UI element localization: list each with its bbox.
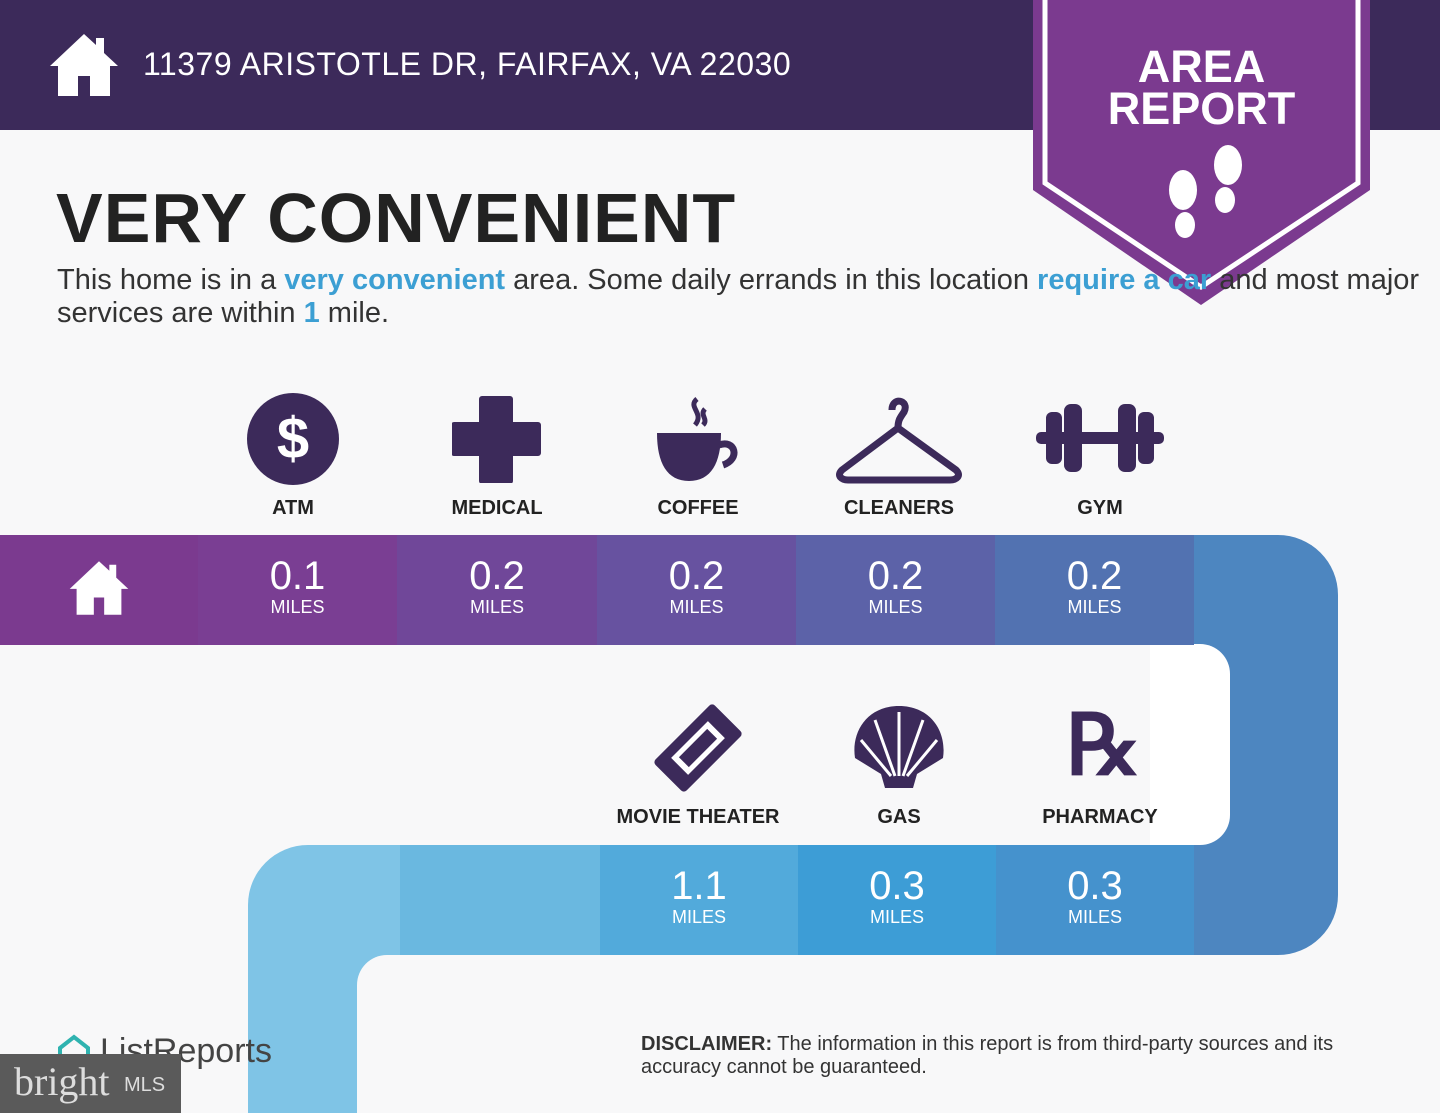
badge-line2: REPORT <box>1107 83 1296 134</box>
mls-text: MLS <box>124 1074 166 1096</box>
label-pharmacy: PHARMACY <box>1042 806 1158 828</box>
page-title: VERY CONVENIENT <box>56 179 737 257</box>
distance-unit: MILES <box>1067 907 1123 927</box>
distance-cell-atm: 0.1 MILES <box>198 535 397 645</box>
distance-unit: MILES <box>868 597 923 617</box>
medical-cross-icon <box>452 396 541 483</box>
distance-value: 1.1 <box>671 864 727 908</box>
desc-text: area. Some daily errands in this locatio… <box>505 264 1038 296</box>
desc-highlight: very convenient <box>284 264 506 296</box>
distance-value: 0.2 <box>469 554 525 598</box>
disclaimer-label: DISCLAIMER: <box>641 1033 773 1055</box>
distance-cell-pharmacy: 0.3 MILES <box>996 845 1194 955</box>
home-icon <box>50 34 118 96</box>
shell-icon <box>854 706 944 788</box>
hanger-icon <box>836 397 962 484</box>
distance-unit: MILES <box>270 597 325 617</box>
coffee-icon <box>657 397 738 481</box>
distance-cell-movie-theater: 1.1 MILES <box>600 845 798 955</box>
svg-text:$: $ <box>277 406 309 471</box>
dumbbell-icon <box>1036 404 1164 472</box>
label-movie-theater: MOVIE THEATER <box>616 806 780 828</box>
distance-value: 0.2 <box>867 554 924 598</box>
label-atm: ATM <box>272 497 314 519</box>
label-gas: GAS <box>877 806 921 828</box>
label-medical: MEDICAL <box>451 497 543 519</box>
distance-value: 0.2 <box>668 554 725 598</box>
bright-mls-watermark: bright MLS <box>0 1054 181 1113</box>
distance-cell-medical: 0.2 MILES <box>397 535 597 645</box>
label-coffee: COFFEE <box>657 497 739 519</box>
desc-text: mile. <box>319 297 390 329</box>
home-icon <box>69 561 129 615</box>
badge-line1: AREA <box>1137 41 1266 92</box>
desc-text: This home is in a <box>57 264 285 296</box>
dollar-icon: $ <box>247 393 339 485</box>
label-gym: GYM <box>1077 497 1123 519</box>
distance-value: 0.3 <box>869 864 925 908</box>
distance-unit: MILES <box>1067 597 1122 617</box>
distance-value: 0.2 <box>1066 554 1123 598</box>
distance-cell-coffee: 0.2 MILES <box>597 535 796 645</box>
area-report-badge <box>1033 0 1370 305</box>
description: This home is in a very convenient area. … <box>57 264 1440 330</box>
distance-value: 0.1 <box>269 554 326 598</box>
distance-cell-gas: 0.3 MILES <box>798 845 996 955</box>
desc-highlight: require a car <box>1037 264 1212 296</box>
label-cleaners: CLEANERS <box>843 497 954 519</box>
distance-cell-cleaners: 0.2 MILES <box>796 535 995 645</box>
distance-unit: MILES <box>869 907 925 927</box>
disclaimer-text: The information in this report is from t… <box>641 1033 1334 1078</box>
distance-unit: MILES <box>669 597 724 617</box>
ticket-icon <box>654 704 742 792</box>
bright-text: bright <box>14 1059 110 1104</box>
desc-text: and most major services are within <box>57 264 1420 329</box>
path-gap <box>1150 644 1230 845</box>
address: 11379 ARISTOTLE DR, FAIRFAX, VA 22030 <box>143 46 792 82</box>
path-gap <box>357 955 457 1113</box>
desc-highlight: 1 <box>303 297 320 329</box>
distance-value: 0.3 <box>1067 864 1123 908</box>
distance-cell-gym: 0.2 MILES <box>995 535 1194 645</box>
home-cell <box>0 535 198 645</box>
distance-unit: MILES <box>469 597 525 617</box>
disclaimer: DISCLAIMER: The information in this repo… <box>641 1033 1401 1079</box>
footprints-icon <box>1169 145 1242 238</box>
rx-icon: ℞ <box>1066 700 1142 793</box>
path-segment <box>400 845 600 955</box>
distance-unit: MILES <box>671 907 727 927</box>
